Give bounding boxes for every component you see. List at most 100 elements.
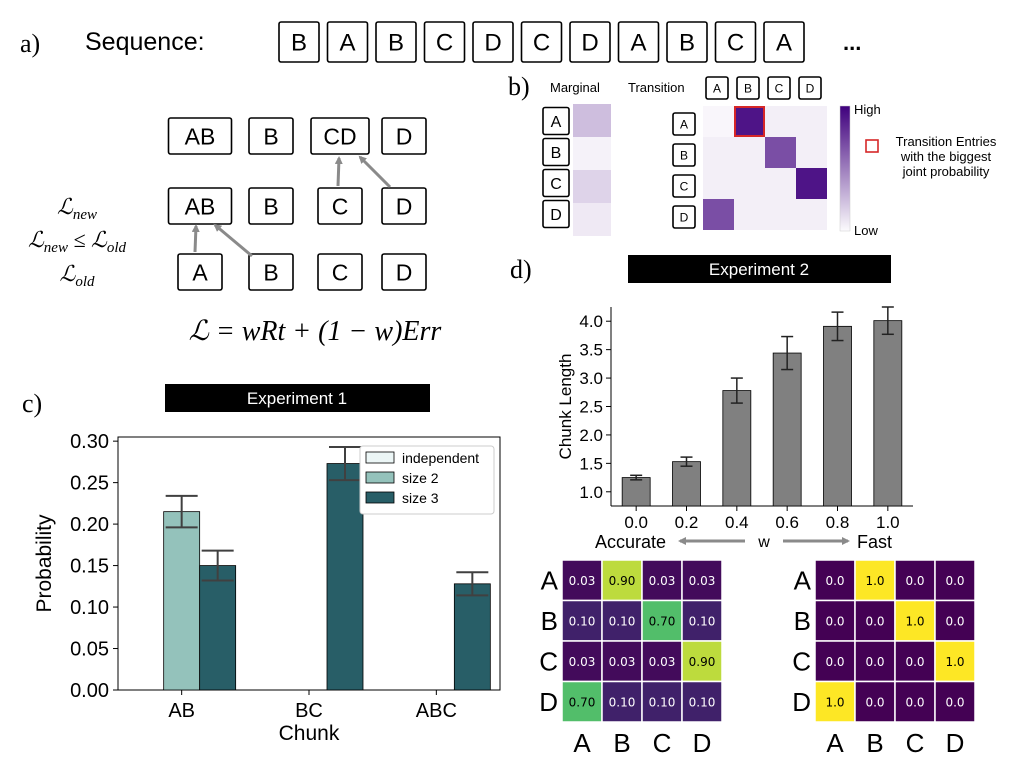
- heatmap-fast-cell-value-1-2: 1.0: [905, 614, 924, 628]
- legend-highlight-text-0: Transition Entries: [896, 134, 997, 149]
- marginal-row-label-d-frame: [542, 199, 570, 229]
- heatmap-fast-col-label-d: D: [946, 728, 965, 758]
- heatmap-accurate-cell-3-2: [641, 680, 683, 723]
- heatmap-fast-cell-3-3: [934, 680, 976, 723]
- transition-row-label-b: B: [672, 143, 696, 167]
- heatmap-accurate-cell-value-1-2: 0.70: [649, 614, 676, 628]
- transition-title: Transition: [628, 80, 685, 95]
- panel-c-label: c): [22, 389, 42, 418]
- loss-comparison: ℒnew ≤ ℒold: [28, 227, 127, 256]
- sequence-token-5: C: [520, 21, 563, 63]
- sequence-token-7: A: [617, 21, 660, 63]
- chart2-ylabel: Chunk Length: [556, 354, 575, 460]
- transition-col-header-b: B: [736, 76, 760, 100]
- heatmap-fast-cell-value-2-0: 0.0: [825, 655, 844, 669]
- heatmap-accurate-cell-value-1-1: 0.10: [609, 614, 636, 628]
- transition-col-header-c-label: C: [775, 81, 784, 95]
- sequence-token-6: D: [569, 21, 611, 63]
- transition-cell-d-a: [703, 199, 734, 230]
- sequence-label: Sequence:: [85, 28, 205, 56]
- marginal-row-label-d: D: [542, 199, 570, 229]
- sequence-token-7-label: A: [630, 30, 646, 57]
- heatmap-fast-cell-value-3-3: 0.0: [945, 695, 964, 709]
- sequence-ellipsis: ...: [843, 30, 861, 55]
- transition-col-header-d-label: D: [806, 81, 815, 95]
- chart1-bar-abc-size-3: [453, 583, 491, 691]
- chart2-errorbar-w-0.2: [680, 456, 693, 467]
- heatmap-fast-cell-2-3: [934, 640, 976, 683]
- transition-cell-a-d: [796, 106, 827, 137]
- legend-highlight-swatch: [865, 139, 879, 153]
- heatmap-accurate-cell-2-0: [561, 640, 603, 683]
- marginal-cell-c: [573, 170, 611, 203]
- chunk-mid-c-2-frame: [317, 187, 363, 225]
- chart1-xtick-label-abc: ABC: [416, 700, 457, 722]
- loss-comparison-part-2: ≤ ℒ: [68, 227, 108, 252]
- transition-cell-d-c: [765, 199, 796, 230]
- sequence-token-1: A: [326, 21, 369, 63]
- marginal-cell-b: [573, 137, 611, 170]
- heatmap-accurate-cell-3-1: [601, 680, 643, 723]
- heatmap-fast-cell-0-0: [814, 559, 856, 602]
- chart1-errorbar-abc-size-3: [456, 571, 489, 597]
- experiment-1-banner-text: Experiment 1: [247, 389, 347, 408]
- sequence-token-4-frame: [472, 21, 514, 63]
- heatmap-fast-cell-value-1-1: 0.0: [865, 614, 884, 628]
- heatmap-fast-col-label-c: C: [906, 728, 925, 758]
- transition-col-header-c-frame: [767, 76, 791, 100]
- axis-accurate-label: Accurate: [595, 532, 666, 552]
- loss-new-part-0: ℒ: [57, 194, 74, 219]
- chart2-errorbar-w-0.0: [630, 474, 643, 481]
- transition-row-label-a-label: A: [680, 117, 688, 131]
- legend-highlight-text-1: with the biggest: [900, 149, 992, 164]
- marginal-row-label-d-label: D: [550, 207, 562, 224]
- loss-comparison-part-1: new: [44, 240, 68, 256]
- transition-col-header-b-frame: [736, 76, 760, 100]
- transition-col-header-d-frame: [798, 76, 822, 100]
- marginal-row-label-c: C: [542, 168, 570, 198]
- heatmap-accurate-cell-1-2: [641, 599, 683, 642]
- loss-comparison-part-0: ℒ: [28, 227, 45, 252]
- heatmap-fast-cell-value-2-3: 1.0: [945, 655, 964, 669]
- panel-d-label: d): [510, 255, 532, 284]
- heatmap-fast-cell-value-0-2: 0.0: [905, 574, 924, 588]
- loss-formula: ℒ = wRt + (1 − w)Err: [189, 316, 442, 347]
- transition-highlight-box: [734, 106, 765, 137]
- chart2-xtick-label-0.8: 0.8: [826, 513, 850, 532]
- chart1-errorbar-ab-size-2: [165, 494, 198, 529]
- chunk-mid-c-2: C: [317, 187, 363, 225]
- panel-b-label: b): [508, 72, 530, 101]
- chart1-ytick-label: 0.25: [70, 473, 109, 495]
- chart2-errorbar-w-1.0: [881, 306, 894, 336]
- chunk-bottom-c-2-frame: [317, 253, 363, 291]
- heatmap-fast-col-label-a: A: [826, 728, 844, 758]
- heatmap-fast-col-label-b: B: [866, 728, 883, 758]
- heatmap-fast-cell-0-3: [934, 559, 976, 602]
- sequence-token-5-frame: [520, 21, 563, 63]
- chart2-xtick-label-0.6: 0.6: [775, 513, 799, 532]
- chart1-xtick-label-ab: AB: [168, 700, 195, 722]
- chunk-top-ab-0: AB: [167, 117, 233, 155]
- transition-cell-a-a: [703, 106, 734, 137]
- heatmap-accurate-cell-value-1-0: 0.10: [569, 614, 596, 628]
- transition-row-label-a-frame: [672, 112, 696, 136]
- marginal-row-label-c-label: C: [550, 176, 562, 193]
- chart2-bar-w-1.0: [873, 320, 903, 507]
- marginal-row-label-a: A: [542, 106, 570, 136]
- marginal-row-label-b-frame: [542, 137, 570, 167]
- chart1-bar-ab-size-3: [199, 565, 237, 691]
- chart2-bar-w-0.2: [672, 461, 701, 507]
- heatmap-fast-cell-2-1: [854, 640, 896, 683]
- marginal-cell-a: [573, 104, 611, 137]
- heatmap-fast-cell-value-3-2: 0.0: [905, 695, 924, 709]
- chunk-top-ab-0-frame: [167, 117, 233, 155]
- transition-cell-b-c: [765, 137, 796, 168]
- heatmap-accurate-cell-3-0: [561, 680, 603, 723]
- transition-col-header-a: A: [705, 76, 729, 100]
- marginal-cell-d: [573, 203, 611, 236]
- sequence-token-4: D: [472, 21, 514, 63]
- heatmap-accurate-cell-value-0-0: 0.03: [569, 574, 596, 588]
- transition-row-label-d: D: [672, 205, 696, 229]
- transition-cell-c-a: [703, 168, 734, 199]
- sequence-token-10: A: [763, 21, 805, 63]
